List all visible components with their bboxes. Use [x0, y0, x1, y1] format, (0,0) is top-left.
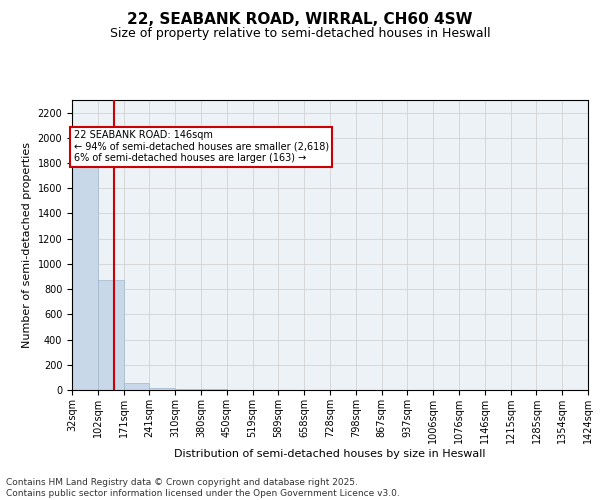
Bar	[98, 280, 124, 390]
Text: Size of property relative to semi-detached houses in Heswall: Size of property relative to semi-detach…	[110, 28, 490, 40]
Text: 22 SEABANK ROAD: 146sqm
← 94% of semi-detached houses are smaller (2,618)
6% of : 22 SEABANK ROAD: 146sqm ← 94% of semi-de…	[74, 130, 329, 164]
Bar	[175, 389, 201, 390]
X-axis label: Distribution of semi-detached houses by size in Heswall: Distribution of semi-detached houses by …	[174, 448, 486, 458]
Y-axis label: Number of semi-detached properties: Number of semi-detached properties	[22, 142, 32, 348]
Bar	[72, 160, 98, 390]
Text: Contains HM Land Registry data © Crown copyright and database right 2025.
Contai: Contains HM Land Registry data © Crown c…	[6, 478, 400, 498]
Bar	[124, 383, 149, 390]
Bar	[149, 388, 175, 390]
Text: 22, SEABANK ROAD, WIRRAL, CH60 4SW: 22, SEABANK ROAD, WIRRAL, CH60 4SW	[127, 12, 473, 28]
